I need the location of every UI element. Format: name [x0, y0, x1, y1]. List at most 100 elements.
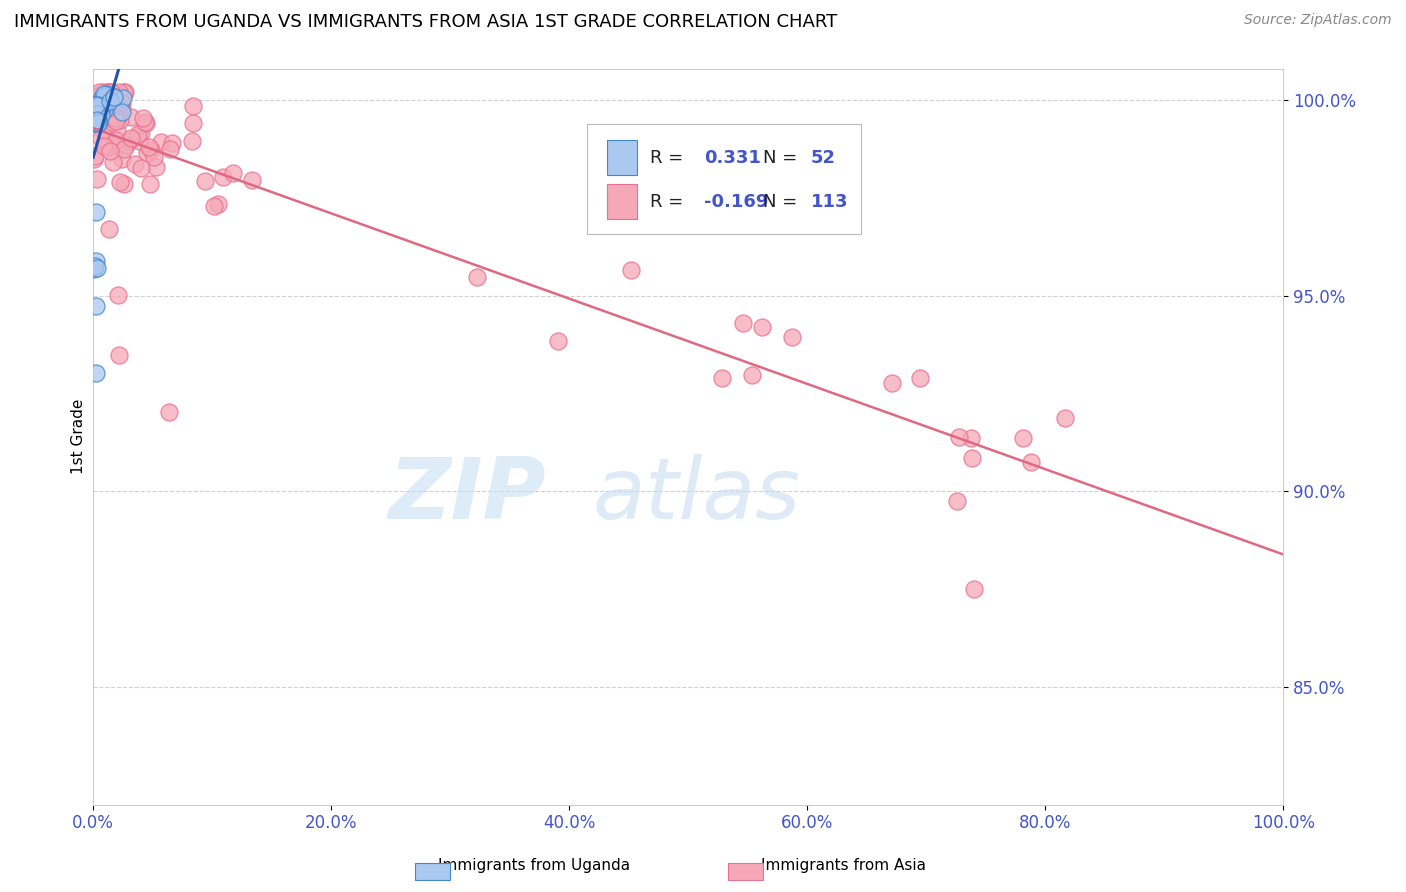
Point	[222, 166, 245, 180]
Point	[90, 103, 112, 117]
Point	[114, 85, 136, 99]
Point	[84, 111, 107, 125]
Point	[84, 105, 107, 120]
Point	[84, 112, 107, 126]
Point	[84, 253, 107, 268]
Point	[87, 115, 110, 129]
Point	[108, 109, 131, 123]
Point	[108, 175, 131, 189]
Point	[86, 97, 108, 112]
Point	[963, 582, 986, 597]
Point	[112, 85, 135, 99]
Point	[120, 110, 142, 124]
Point	[880, 376, 903, 390]
Text: atlas: atlas	[593, 454, 801, 537]
Point	[86, 171, 108, 186]
Point	[84, 89, 107, 103]
Point	[87, 116, 110, 130]
Point	[1053, 411, 1076, 425]
Point	[129, 161, 152, 175]
Point	[107, 348, 129, 362]
Point	[111, 152, 134, 166]
Y-axis label: 1st Grade: 1st Grade	[72, 399, 86, 475]
Point	[83, 99, 105, 113]
Point	[84, 99, 107, 113]
Point	[181, 99, 204, 113]
Point	[157, 405, 180, 419]
Point	[908, 370, 931, 384]
Point	[91, 101, 114, 115]
Point	[93, 139, 115, 153]
Point	[207, 197, 229, 211]
Point	[93, 103, 115, 117]
Point	[87, 110, 110, 124]
Point	[124, 157, 146, 171]
Point	[107, 287, 129, 301]
Point	[87, 110, 110, 124]
Point	[101, 137, 124, 152]
Point	[84, 366, 107, 380]
Point	[96, 96, 118, 111]
Text: N =: N =	[763, 193, 803, 211]
Point	[100, 112, 122, 126]
Point	[89, 106, 111, 120]
Point	[86, 261, 108, 276]
Point	[84, 149, 107, 163]
Point	[128, 134, 150, 148]
Point	[91, 93, 114, 107]
Point	[120, 130, 142, 145]
Point	[194, 174, 217, 188]
Point	[94, 92, 117, 106]
Point	[83, 107, 105, 121]
Point	[180, 134, 202, 148]
Point	[1019, 455, 1042, 469]
Text: 113: 113	[811, 193, 848, 211]
Point	[145, 160, 167, 174]
Point	[100, 85, 122, 99]
Text: IMMIGRANTS FROM UGANDA VS IMMIGRANTS FROM ASIA 1ST GRADE CORRELATION CHART: IMMIGRANTS FROM UGANDA VS IMMIGRANTS FRO…	[14, 13, 838, 31]
Text: 0.331: 0.331	[703, 149, 761, 167]
Point	[84, 98, 107, 112]
Point	[620, 263, 643, 277]
Point	[90, 89, 112, 103]
Point	[138, 140, 160, 154]
Text: Immigrants from Uganda: Immigrants from Uganda	[439, 858, 630, 872]
Point	[87, 99, 110, 113]
Point	[751, 319, 773, 334]
Text: Source: ZipAtlas.com: Source: ZipAtlas.com	[1244, 13, 1392, 28]
Point	[110, 95, 132, 109]
Point	[86, 107, 108, 121]
Point	[105, 111, 128, 125]
Point	[86, 102, 108, 116]
Point	[93, 94, 115, 108]
Point	[138, 178, 160, 192]
Text: R =: R =	[650, 149, 689, 167]
Point	[202, 199, 225, 213]
FancyBboxPatch shape	[588, 124, 860, 235]
Point	[103, 90, 125, 104]
Text: R =: R =	[650, 193, 689, 211]
Point	[211, 170, 233, 185]
Point	[96, 92, 118, 106]
Point	[87, 99, 110, 113]
Point	[83, 260, 105, 274]
Point	[112, 178, 135, 192]
Point	[710, 370, 733, 384]
Point	[96, 140, 118, 154]
Point	[86, 105, 108, 120]
Point	[96, 85, 118, 99]
Point	[83, 262, 105, 277]
Point	[87, 89, 110, 103]
Point	[960, 431, 983, 445]
Point	[101, 154, 124, 169]
Point	[108, 85, 131, 99]
FancyBboxPatch shape	[607, 184, 637, 219]
Point	[129, 126, 152, 140]
Point	[115, 138, 138, 153]
Point	[111, 91, 134, 105]
Point	[104, 87, 127, 101]
Point	[1012, 431, 1035, 445]
Point	[946, 494, 969, 508]
Point	[98, 94, 121, 108]
Point	[84, 299, 107, 313]
